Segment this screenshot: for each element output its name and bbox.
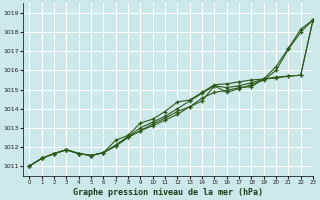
X-axis label: Graphe pression niveau de la mer (hPa): Graphe pression niveau de la mer (hPa) <box>73 188 263 197</box>
